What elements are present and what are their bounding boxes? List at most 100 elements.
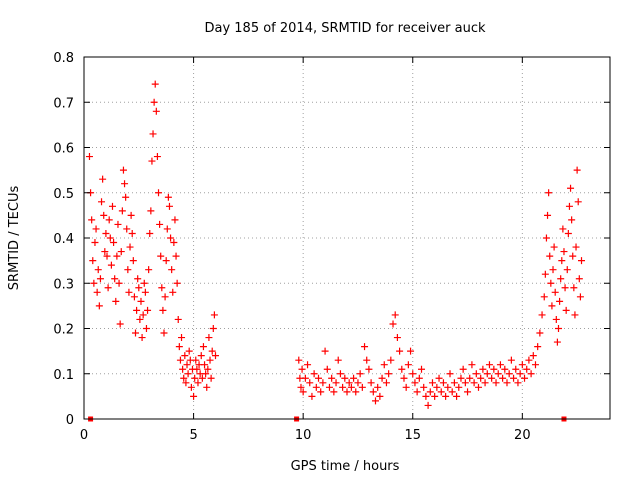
data-point xyxy=(124,266,132,274)
data-point xyxy=(99,175,107,183)
x-tick-label: 15 xyxy=(404,428,421,443)
data-point xyxy=(308,392,316,400)
data-point xyxy=(341,374,349,382)
data-point xyxy=(172,252,180,260)
data-point xyxy=(328,374,336,382)
data-point xyxy=(135,284,143,292)
data-point xyxy=(157,252,165,260)
data-point xyxy=(466,374,474,382)
y-tick-label: 0.8 xyxy=(53,51,74,66)
data-point xyxy=(190,392,198,400)
data-point xyxy=(485,361,493,369)
data-point xyxy=(125,288,133,296)
data-point xyxy=(165,202,173,210)
data-point xyxy=(315,374,323,382)
data-point xyxy=(385,370,393,378)
data-point xyxy=(88,216,96,224)
data-point xyxy=(187,383,195,391)
data-point xyxy=(446,370,454,378)
data-point xyxy=(148,157,156,165)
data-point xyxy=(547,279,555,287)
data-point xyxy=(179,365,187,373)
data-point xyxy=(435,374,443,382)
data-point xyxy=(472,370,480,378)
data-point xyxy=(317,388,325,396)
data-point xyxy=(144,306,152,314)
data-point xyxy=(139,311,147,319)
data-point xyxy=(176,356,184,364)
data-point xyxy=(544,211,552,219)
data-point xyxy=(574,198,582,206)
plot-frame xyxy=(83,56,611,420)
data-point xyxy=(146,229,154,237)
data-point xyxy=(488,374,496,382)
data-point xyxy=(573,166,581,174)
data-point xyxy=(95,302,103,310)
data-point xyxy=(136,315,144,323)
data-point xyxy=(542,234,550,242)
data-point xyxy=(433,383,441,391)
data-point xyxy=(501,365,509,373)
data-point xyxy=(150,98,158,106)
data-point xyxy=(402,383,410,391)
axis-ticks xyxy=(83,56,610,420)
x-tick-label: 5 xyxy=(189,428,197,443)
data-point xyxy=(514,379,522,387)
data-point xyxy=(323,365,331,373)
data-point xyxy=(557,275,565,283)
data-point xyxy=(424,401,432,409)
data-point xyxy=(358,383,366,391)
data-point xyxy=(204,365,212,373)
data-point xyxy=(507,356,515,364)
data-point xyxy=(376,392,384,400)
data-point xyxy=(194,379,202,387)
data-point xyxy=(171,216,179,224)
y-tick-label: 0.4 xyxy=(53,232,74,247)
data-point xyxy=(439,379,447,387)
data-point xyxy=(207,374,215,382)
data-point xyxy=(572,243,580,251)
data-point xyxy=(479,365,487,373)
data-point xyxy=(192,356,200,364)
data-point xyxy=(201,361,209,369)
data-point xyxy=(103,252,111,260)
data-point xyxy=(110,239,118,247)
data-point xyxy=(523,365,531,373)
data-point xyxy=(575,275,583,283)
data-point xyxy=(130,293,138,301)
data-point xyxy=(464,388,472,396)
data-point xyxy=(93,288,101,296)
data-point xyxy=(185,347,193,355)
data-point xyxy=(560,248,568,256)
data-point xyxy=(570,284,578,292)
data-point xyxy=(156,220,164,228)
data-point xyxy=(203,383,211,391)
data-point xyxy=(350,374,358,382)
data-point xyxy=(319,379,327,387)
data-point xyxy=(183,361,191,369)
data-point xyxy=(576,293,584,301)
data-point xyxy=(578,257,586,265)
data-point xyxy=(92,225,100,233)
data-point xyxy=(545,189,553,197)
y-tick-label: 0.3 xyxy=(53,277,74,292)
data-point xyxy=(152,107,160,115)
data-point xyxy=(428,379,436,387)
data-point xyxy=(387,356,395,364)
data-point xyxy=(400,374,408,382)
data-point xyxy=(301,374,309,382)
data-point xyxy=(393,334,401,342)
data-point xyxy=(541,270,549,278)
data-point xyxy=(422,392,430,400)
data-point xyxy=(105,216,113,224)
data-point xyxy=(354,379,362,387)
data-point xyxy=(409,370,417,378)
data-point xyxy=(169,288,177,296)
data-point xyxy=(564,229,572,237)
data-point xyxy=(505,370,513,378)
data-point xyxy=(518,361,526,369)
y-tick-label: 0.6 xyxy=(53,142,74,157)
data-point xyxy=(212,352,219,360)
data-point xyxy=(343,388,351,396)
data-point xyxy=(96,275,104,283)
